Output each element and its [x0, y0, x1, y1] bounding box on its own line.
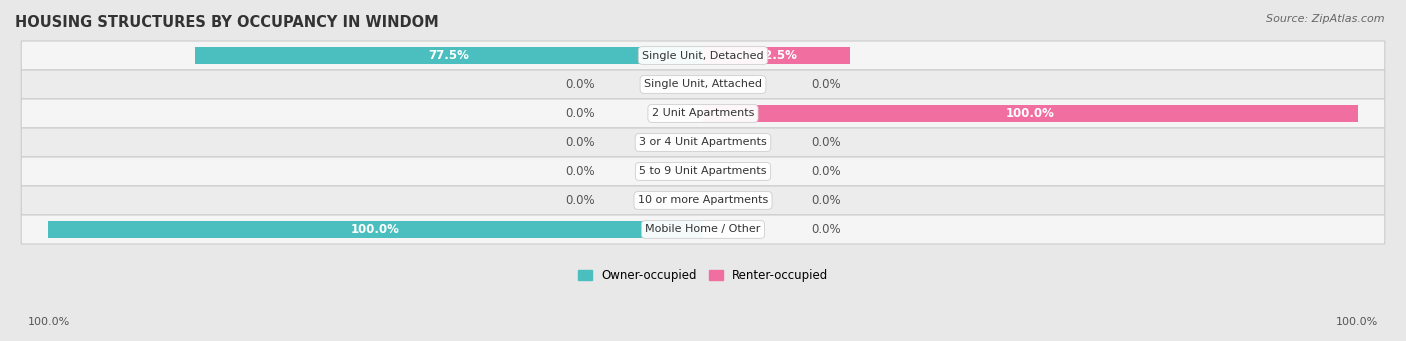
- FancyBboxPatch shape: [21, 128, 1385, 157]
- Bar: [48, 221, 703, 238]
- Text: 0.0%: 0.0%: [565, 107, 595, 120]
- FancyBboxPatch shape: [21, 70, 1385, 99]
- Text: Single Unit, Detached: Single Unit, Detached: [643, 50, 763, 60]
- Text: 0.0%: 0.0%: [811, 136, 841, 149]
- FancyBboxPatch shape: [21, 99, 1385, 128]
- Text: 0.0%: 0.0%: [565, 194, 595, 207]
- Text: 0.0%: 0.0%: [565, 136, 595, 149]
- Text: 0.0%: 0.0%: [811, 78, 841, 91]
- Text: Single Unit, Attached: Single Unit, Attached: [644, 79, 762, 89]
- Text: 0.0%: 0.0%: [811, 165, 841, 178]
- Text: 100.0%: 100.0%: [28, 317, 70, 327]
- Text: 100.0%: 100.0%: [352, 223, 399, 236]
- Text: 0.0%: 0.0%: [811, 223, 841, 236]
- FancyBboxPatch shape: [21, 186, 1385, 215]
- Text: HOUSING STRUCTURES BY OCCUPANCY IN WINDOM: HOUSING STRUCTURES BY OCCUPANCY IN WINDO…: [15, 15, 439, 30]
- Text: 10 or more Apartments: 10 or more Apartments: [638, 195, 768, 206]
- Text: 2 Unit Apartments: 2 Unit Apartments: [652, 108, 754, 118]
- Text: Mobile Home / Other: Mobile Home / Other: [645, 224, 761, 235]
- Bar: [195, 47, 703, 64]
- Text: 22.5%: 22.5%: [756, 49, 797, 62]
- FancyBboxPatch shape: [21, 41, 1385, 70]
- Bar: [703, 47, 851, 64]
- Text: 77.5%: 77.5%: [429, 49, 470, 62]
- Text: 0.0%: 0.0%: [565, 165, 595, 178]
- Text: 3 or 4 Unit Apartments: 3 or 4 Unit Apartments: [640, 137, 766, 148]
- Bar: [703, 105, 1358, 122]
- FancyBboxPatch shape: [21, 215, 1385, 244]
- Text: 100.0%: 100.0%: [1007, 107, 1054, 120]
- Legend: Owner-occupied, Renter-occupied: Owner-occupied, Renter-occupied: [572, 264, 834, 287]
- Text: 100.0%: 100.0%: [1336, 317, 1378, 327]
- Text: 0.0%: 0.0%: [811, 194, 841, 207]
- Text: Source: ZipAtlas.com: Source: ZipAtlas.com: [1267, 14, 1385, 24]
- Text: 0.0%: 0.0%: [565, 78, 595, 91]
- Text: 5 to 9 Unit Apartments: 5 to 9 Unit Apartments: [640, 166, 766, 177]
- FancyBboxPatch shape: [21, 157, 1385, 186]
